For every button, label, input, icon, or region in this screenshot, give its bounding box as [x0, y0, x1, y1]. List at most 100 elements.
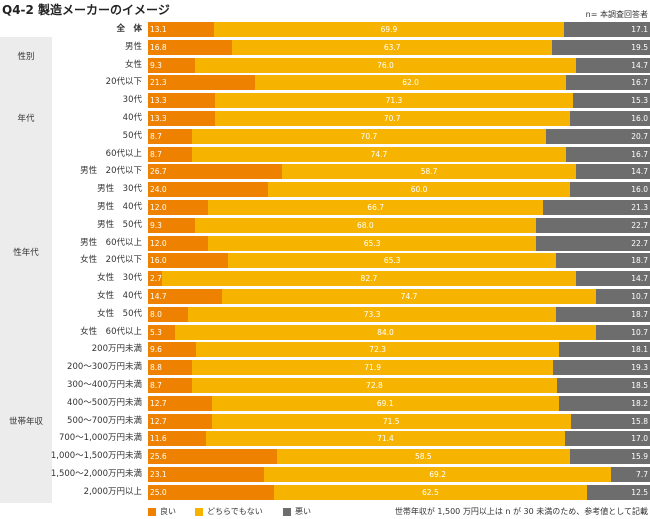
bar-bad: 19.5: [552, 39, 650, 55]
bar-bad: 14.7: [576, 164, 650, 180]
row-label: 50代: [122, 130, 142, 141]
bar-neutral: 60.0: [268, 182, 570, 198]
bar-neutral: 69.9: [213, 22, 565, 37]
bar-good: 13.3: [148, 93, 215, 109]
bar-good: 13.1: [148, 22, 214, 37]
row-label: 2,000万円以上: [83, 486, 142, 497]
bar-good: 24.0: [148, 182, 269, 198]
bar-good: 8.0: [148, 306, 189, 322]
bar-bad: 16.0: [569, 182, 650, 198]
bar-neutral: 70.7: [214, 111, 570, 126]
row-label: 男性 60代以上: [80, 237, 142, 248]
legend-label: 良い: [160, 507, 176, 516]
row-label: 30代: [122, 95, 142, 106]
bar-good: 9.6: [148, 342, 197, 358]
bar-bad: 17.0: [564, 431, 650, 447]
row-label: 男性 20代以下: [80, 166, 142, 177]
chart-title: Q4-2 製造メーカーのイメージ: [2, 3, 170, 17]
bar-good: 9.3: [148, 217, 195, 233]
bar-good: 12.7: [148, 413, 212, 429]
legend-item-neutral: どちらでもない: [195, 506, 263, 517]
bar-good: 14.7: [148, 289, 222, 304]
bar-bad: 22.7: [536, 217, 650, 233]
bar-bad: 15.3: [573, 93, 650, 109]
row-label: 400～500万円未満: [67, 397, 142, 408]
legend-item-bad: 悪い: [283, 506, 311, 517]
group-label: 世帯年収: [0, 339, 52, 503]
bar-bad: 18.7: [556, 253, 650, 269]
bar-good: 23.1: [148, 467, 264, 482]
row-label: 40代: [122, 113, 142, 123]
bar-good: 12.0: [148, 235, 209, 251]
bar-neutral: 71.3: [214, 93, 574, 109]
row-label: 女性 20代以下: [80, 255, 142, 266]
bar-neutral: 65.3: [208, 235, 537, 251]
bar-good: 11.6: [148, 431, 207, 447]
row-label: 1,500～2,000万円未満: [50, 469, 142, 479]
bar-neutral: 82.7: [161, 271, 577, 287]
bar-good: 25.6: [148, 449, 277, 465]
bar-good: 25.0: [148, 484, 274, 500]
legend-swatch: [148, 507, 156, 516]
sample-note: n= 本調査回答者: [585, 10, 648, 19]
bar-neutral: 62.0: [254, 75, 567, 91]
bar-neutral: 66.7: [208, 200, 544, 215]
row-label: 20代以下: [105, 77, 142, 88]
bar-good: 12.0: [148, 200, 209, 215]
bar-neutral: 70.7: [191, 128, 547, 144]
bar-neutral: 69.1: [211, 395, 559, 411]
legend-swatch: [195, 507, 203, 516]
bar-neutral: 58.5: [276, 449, 571, 465]
bar-good: 2.7: [148, 271, 162, 287]
bar-good: 16.0: [148, 253, 229, 269]
row-label: 全 体: [116, 24, 142, 34]
bar-good: 12.7: [148, 395, 212, 411]
bar-bad: 18.1: [559, 342, 650, 358]
legend-swatch: [283, 507, 291, 516]
bar-bad: 19.3: [553, 360, 650, 376]
footnote: 世帯年収が 1,500 万円以上は n が 30 未満のため、参考値として記載: [394, 507, 648, 516]
legend-label: どちらでもない: [207, 507, 263, 516]
row-label: 1,000～1,500万円未満: [50, 451, 142, 462]
bar-bad: 16.7: [566, 146, 650, 162]
bar-bad: 18.7: [556, 306, 650, 322]
bar-neutral: 65.3: [228, 253, 557, 269]
bar-bad: 15.9: [570, 449, 650, 465]
row-label: 女性: [124, 59, 142, 70]
bar-bad: 10.7: [596, 324, 650, 340]
row-label: 60代以上: [105, 148, 142, 159]
bar-neutral: 73.3: [188, 306, 557, 322]
bar-bad: 16.0: [569, 111, 650, 126]
bar-good: 8.7: [148, 128, 192, 144]
bar-good: 16.8: [148, 39, 233, 55]
bar-neutral: 72.8: [191, 378, 558, 393]
bar-bad: 17.1: [564, 22, 650, 37]
legend-item-good: 良い: [148, 506, 176, 517]
bar-good: 8.7: [148, 378, 192, 393]
bar-neutral: 71.4: [206, 431, 565, 447]
bar-bad: 18.2: [558, 395, 650, 411]
bar-bad: 18.5: [557, 378, 650, 393]
bar-good: 8.8: [148, 360, 193, 376]
bar-good: 21.3: [148, 75, 255, 91]
row-label: 女性 60代以上: [80, 326, 142, 337]
bar-neutral: 72.3: [196, 342, 560, 358]
bar-neutral: 74.7: [221, 289, 597, 304]
row-label: 女性 40代: [97, 291, 142, 301]
bar-neutral: 71.9: [192, 360, 554, 376]
bar-bad: 12.5: [587, 484, 650, 500]
group-label: 性別: [0, 36, 52, 76]
bar-neutral: 74.7: [191, 146, 567, 162]
row-label: 200～300万円未満: [67, 362, 142, 373]
group-label: 年代: [0, 72, 52, 165]
bar-neutral: 58.7: [281, 164, 577, 180]
bar-good: 9.3: [148, 57, 195, 73]
group-label: 性年代: [0, 161, 52, 343]
row-label: 女性 30代: [97, 273, 142, 284]
bar-bad: 16.7: [566, 75, 650, 91]
bar-bad: 21.3: [543, 200, 650, 215]
bar-neutral: 62.5: [273, 484, 588, 500]
bar-bad: 22.7: [536, 235, 650, 251]
bar-neutral: 69.2: [263, 467, 612, 482]
row-label: 女性 50代: [97, 308, 142, 319]
